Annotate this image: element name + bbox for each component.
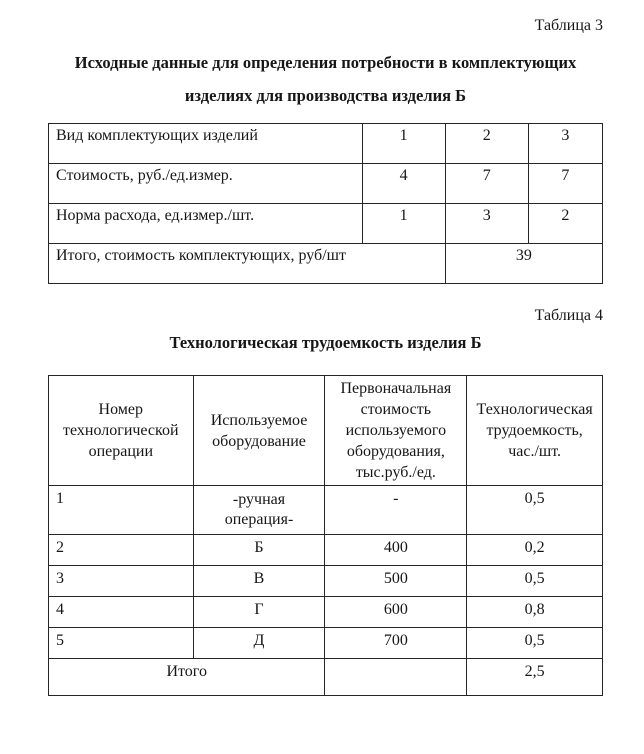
- operation-number-cell: 3: [48, 565, 194, 597]
- total-label-cell: Итого: [47, 658, 326, 696]
- equipment-cell: В: [192, 565, 326, 597]
- table-row: Вид комплектующих изделий 1 2 3: [48, 123, 604, 164]
- cost-cell: 600: [324, 596, 468, 628]
- value-cell: 3: [444, 203, 529, 244]
- cost-cell: 500: [324, 565, 468, 597]
- labor-intensity-table: Номер технологической операции Используе…: [47, 375, 603, 696]
- total-cost-cell: [324, 658, 468, 696]
- cost-cell: -: [324, 485, 468, 535]
- table4-title: Технологическая трудоемкость изделия Б: [169, 333, 482, 352]
- operation-number-cell: 5: [48, 627, 194, 659]
- column-header-labor-intensity: Технологическая трудоемкость, час./шт.: [466, 375, 603, 486]
- value-cell: 4: [361, 163, 446, 204]
- total-value-cell: 39: [444, 243, 604, 284]
- column-header-operation-number: Номер технологической операции: [48, 375, 194, 486]
- value-cell: 1: [361, 203, 446, 244]
- operation-number-cell: 1: [48, 485, 194, 535]
- table4-caption: Таблица 4: [534, 307, 603, 324]
- document-page: Таблица 3 Исходные данные для определени…: [47, 17, 604, 696]
- equipment-cell: Д: [192, 627, 326, 659]
- labor-cell: 0,5: [466, 565, 603, 597]
- table-row: 5 Д 700 0,5: [48, 627, 603, 659]
- row-label-cell: Вид комплектующих изделий: [48, 123, 363, 164]
- value-cell: 2: [444, 123, 529, 164]
- equipment-cell: -ручная операция-: [192, 485, 326, 535]
- operation-number-cell: 4: [48, 596, 194, 628]
- components-data-table: Вид комплектующих изделий 1 2 3 Стоимост…: [48, 123, 604, 284]
- labor-cell: 0,8: [466, 596, 603, 628]
- total-label-cell: Итого, стоимость комплектующих, руб/шт: [48, 243, 446, 284]
- table-row: 4 Г 600 0,8: [48, 596, 603, 628]
- labor-cell: 0,2: [466, 534, 603, 566]
- table-row: 1 -ручная операция- - 0,5: [48, 485, 603, 535]
- row-label-cell: Стоимость, руб./ед.измер.: [48, 163, 363, 204]
- header-row: Номер технологической операции Используе…: [48, 375, 603, 486]
- column-header-initial-cost: Первоначальная стоимость используемого о…: [324, 375, 468, 486]
- value-cell: 1: [361, 123, 446, 164]
- value-cell: 2: [527, 203, 604, 244]
- labor-cell: 0,5: [466, 485, 603, 535]
- total-labor-cell: 2,5: [466, 658, 603, 696]
- total-row: Итого 2,5: [47, 658, 603, 696]
- value-cell: 3: [527, 123, 604, 164]
- table-row: 2 Б 400 0,2: [48, 534, 603, 566]
- table-row: 3 В 500 0,5: [48, 565, 603, 597]
- table3-caption: Таблица 3: [534, 17, 603, 34]
- table3-title-line2: изделиях для производства изделия Б: [184, 86, 467, 105]
- operation-number-cell: 2: [48, 534, 194, 566]
- value-cell: 7: [527, 163, 604, 204]
- equipment-cell: Б: [192, 534, 326, 566]
- equipment-cell: Г: [192, 596, 326, 628]
- labor-cell: 0,5: [466, 627, 603, 659]
- row-label-cell: Норма расхода, ед.измер./шт.: [48, 203, 363, 244]
- table-row: Норма расхода, ед.измер./шт. 1 3 2: [48, 203, 604, 244]
- cost-cell: 700: [324, 627, 468, 659]
- cost-cell: 400: [324, 534, 468, 566]
- value-cell: 7: [444, 163, 529, 204]
- column-header-equipment: Используемое оборудование: [192, 375, 326, 486]
- table3-title: Исходные данные для определения потребно…: [48, 46, 603, 112]
- total-row: Итого, стоимость комплектующих, руб/шт 3…: [48, 243, 604, 284]
- table3-title-line1: Исходные данные для определения потребно…: [74, 53, 577, 72]
- table-row: Стоимость, руб./ед.измер. 4 7 7: [48, 163, 604, 204]
